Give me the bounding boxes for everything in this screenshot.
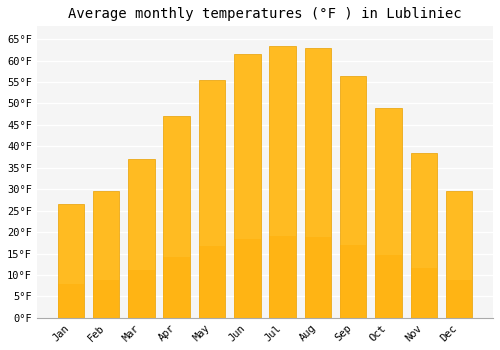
Bar (270, 236, 296, 318)
Bar (234, 54, 260, 318)
Bar (375, 255, 402, 318)
Title: Average monthly temperatures (°F ) in Lubliniec: Average monthly temperatures (°F ) in Lu… (68, 7, 462, 21)
Bar (446, 280, 472, 318)
Bar (93, 191, 120, 318)
Bar (58, 204, 84, 318)
Bar (164, 257, 190, 318)
Bar (270, 46, 296, 318)
Bar (375, 108, 402, 318)
Bar (234, 239, 260, 318)
Bar (198, 246, 225, 318)
Bar (446, 191, 472, 318)
Bar (58, 284, 84, 318)
Bar (410, 153, 437, 318)
Bar (198, 80, 225, 318)
Bar (93, 280, 120, 318)
Bar (128, 159, 154, 318)
Bar (410, 268, 437, 318)
Bar (164, 116, 190, 318)
Bar (304, 48, 331, 318)
Bar (340, 245, 366, 318)
Bar (304, 237, 331, 318)
Bar (340, 76, 366, 318)
Bar (128, 270, 154, 318)
